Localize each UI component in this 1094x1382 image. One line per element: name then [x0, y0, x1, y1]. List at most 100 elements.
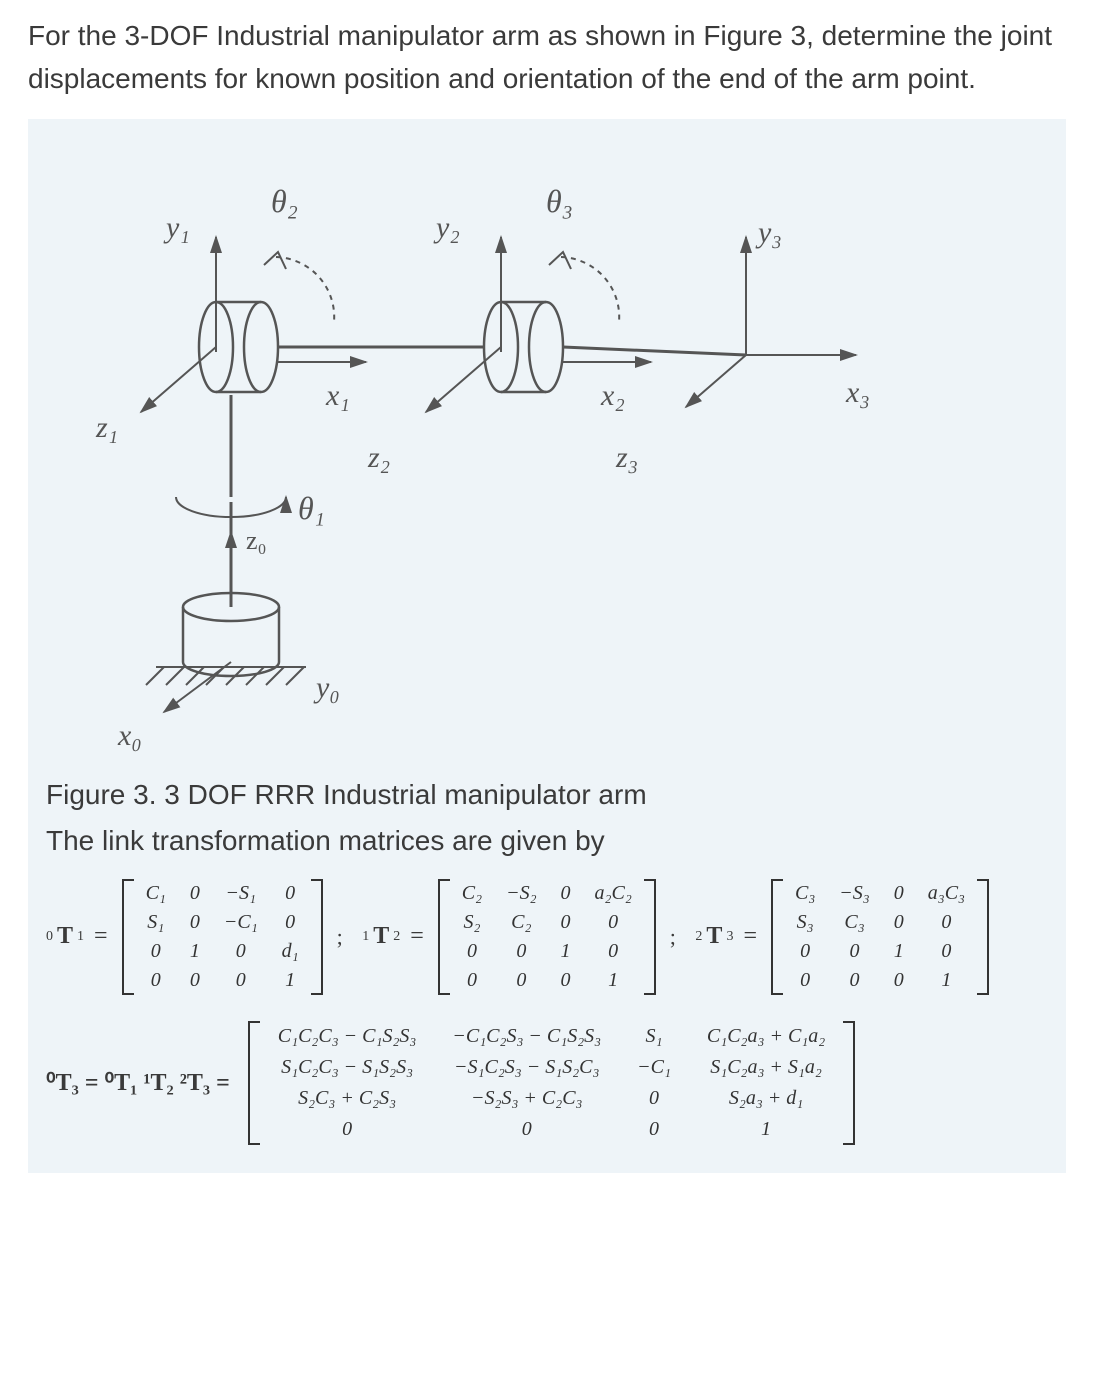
matrix-T03: C₁C₂C₃ − C₁S₂S₃−C₁C₂S₃ − C₁S₂S₃S₁C₁C₂a₃ … — [248, 1021, 855, 1145]
matrix-T01: C₁0−S₁0S₁0−C₁0010d₁0001 — [122, 879, 323, 995]
link-matrices-row: 0T1 = C₁0−S₁0S₁0−C₁0010d₁0001 ; 1T2 = C₂… — [46, 879, 1048, 995]
label-z3: z₃ — [615, 441, 638, 474]
matrix-cell: 0 — [212, 966, 270, 995]
matrix-cell: C₂ — [450, 879, 494, 908]
label-T12: 1T2 = — [362, 923, 424, 950]
matrix-cell: C₂ — [494, 908, 548, 937]
matrix-cell: 0 — [134, 937, 178, 966]
matrix-cell: −S₂ — [494, 879, 548, 908]
matrix-T23-table: C₃−S₃0a₃C₃S₃C₃0000100001 — [783, 879, 977, 995]
label-x3: x₃ — [845, 376, 870, 409]
matrix-cell: 0 — [827, 966, 881, 995]
label-z0: z₀ — [246, 526, 267, 555]
figure-container: z₀ x₀ y₀ θ₁ y₁ — [28, 119, 1066, 1173]
matrix-cell: d₁ — [270, 937, 311, 966]
label-z2-a: z₂ — [367, 441, 390, 474]
matrix-cell: 1 — [689, 1114, 843, 1145]
matrix-cell: C₁C₂C₃ − C₁S₂S₃ — [260, 1021, 435, 1052]
matrix-cell: 0 — [783, 937, 827, 966]
matrix-cell: S₂ — [450, 908, 494, 937]
matrix-cell: −S₂S₃ + C₂C₃ — [434, 1083, 619, 1114]
label-theta2: θ₂ — [271, 183, 298, 219]
matrix-T12: C₂−S₂0a₂C₂S₂C₂0000100001 — [438, 879, 656, 995]
matrix-cell: −C₁ — [619, 1052, 689, 1083]
matrix-cell: 0 — [134, 966, 178, 995]
matrix-cell: 0 — [260, 1114, 435, 1145]
matrix-cell: a₃C₃ — [916, 879, 977, 908]
label-y0: y₀ — [313, 671, 340, 704]
matrix-cell: 0 — [450, 937, 494, 966]
matrix-cell: 0 — [270, 908, 311, 937]
problem-statement: For the 3-DOF Industrial manipulator arm… — [28, 14, 1066, 101]
matrix-cell: 1 — [882, 937, 916, 966]
matrix-cell: S₁C₂a₃ + S₁a₂ — [689, 1052, 843, 1083]
matrix-cell: 0 — [212, 937, 270, 966]
label-theta3: θ₃ — [546, 183, 573, 219]
matrix-cell: S₂a₃ + d₁ — [689, 1083, 843, 1114]
label-theta1: θ₁ — [298, 490, 325, 526]
matrix-cell: S₁ — [619, 1021, 689, 1052]
matrix-cell: 0 — [494, 937, 548, 966]
matrix-cell: 0 — [882, 879, 916, 908]
matrix-T23: C₃−S₃0a₃C₃S₃C₃0000100001 — [771, 879, 989, 995]
label-y3: y₃ — [755, 216, 782, 249]
matrix-T01-table: C₁0−S₁0S₁0−C₁0010d₁0001 — [134, 879, 311, 995]
matrix-T12-table: C₂−S₂0a₂C₂S₂C₂0000100001 — [450, 879, 644, 995]
matrix-cell: C₁C₂a₃ + C₁a₂ — [689, 1021, 843, 1052]
matrix-cell: −S₁C₂S₃ − S₁S₂C₃ — [434, 1052, 619, 1083]
label-z1: z₁ — [95, 411, 118, 444]
label-T23: 2T3 = — [695, 923, 757, 950]
matrix-cell: 0 — [619, 1114, 689, 1145]
label-y2: y₂ — [433, 211, 460, 244]
matrix-cell: C₁ — [134, 879, 178, 908]
matrix-cell: 0 — [178, 879, 212, 908]
matrix-cell: 0 — [549, 879, 583, 908]
product-matrix-row: ⁰T₃ = ⁰T₁ ¹T₂ ²T₃ = C₁C₂C₃ − C₁S₂S₃−C₁C₂… — [46, 1021, 1048, 1145]
matrix-cell: 1 — [549, 937, 583, 966]
matrix-cell: 1 — [270, 966, 311, 995]
label-T03: ⁰T₃ = ⁰T₁ ¹T₂ ²T₃ = — [46, 1068, 230, 1097]
matrix-cell: 0 — [434, 1114, 619, 1145]
matrix-cell: −C₁ — [212, 908, 270, 937]
matrix-cell: 0 — [583, 908, 644, 937]
matrix-cell: 0 — [916, 908, 977, 937]
label-y1: y₁ — [163, 211, 190, 244]
matrix-cell: 0 — [178, 908, 212, 937]
matrix-cell: S₁ — [134, 908, 178, 937]
matrix-cell: S₁C₂C₃ − S₁S₂S₃ — [260, 1052, 435, 1083]
matrix-cell: 0 — [583, 937, 644, 966]
matrix-cell: 0 — [783, 966, 827, 995]
matrix-cell: 0 — [882, 966, 916, 995]
transforms-intro: The link transformation matrices are giv… — [46, 825, 1048, 857]
matrix-cell: 0 — [549, 966, 583, 995]
matrix-cell: 0 — [916, 937, 977, 966]
matrix-cell: −S₃ — [827, 879, 881, 908]
matrix-cell: 0 — [494, 966, 548, 995]
matrix-cell: C₃ — [783, 879, 827, 908]
matrix-cell: 0 — [450, 966, 494, 995]
matrix-T03-table: C₁C₂C₃ − C₁S₂S₃−C₁C₂S₃ − C₁S₂S₃S₁C₁C₂a₃ … — [260, 1021, 843, 1145]
label-x0: x₀ — [117, 719, 142, 752]
matrix-cell: 1 — [916, 966, 977, 995]
separator: ; — [337, 924, 349, 950]
label-x1: x₁ — [325, 379, 350, 412]
matrix-cell: a₂C₂ — [583, 879, 644, 908]
matrix-cell: −S₁ — [212, 879, 270, 908]
matrix-cell: 1 — [178, 937, 212, 966]
matrix-cell: 0 — [619, 1083, 689, 1114]
matrix-cell: S₂C₃ + C₂S₃ — [260, 1083, 435, 1114]
matrix-cell: C₃ — [827, 908, 881, 937]
figure-caption: Figure 3. 3 DOF RRR Industrial manipulat… — [46, 779, 1048, 811]
matrix-cell: 1 — [583, 966, 644, 995]
matrix-cell: S₃ — [783, 908, 827, 937]
label-x2: x₂ — [600, 379, 625, 412]
matrix-cell: −C₁C₂S₃ − C₁S₂S₃ — [434, 1021, 619, 1052]
matrix-cell: 0 — [882, 908, 916, 937]
label-T01: 0T1 = — [46, 923, 108, 950]
matrix-cell: 0 — [270, 879, 311, 908]
figure-diagram: z₀ x₀ y₀ θ₁ y₁ — [46, 137, 1048, 757]
matrix-cell: 0 — [549, 908, 583, 937]
separator: ; — [670, 924, 682, 950]
matrix-cell: 0 — [827, 937, 881, 966]
matrix-cell: 0 — [178, 966, 212, 995]
